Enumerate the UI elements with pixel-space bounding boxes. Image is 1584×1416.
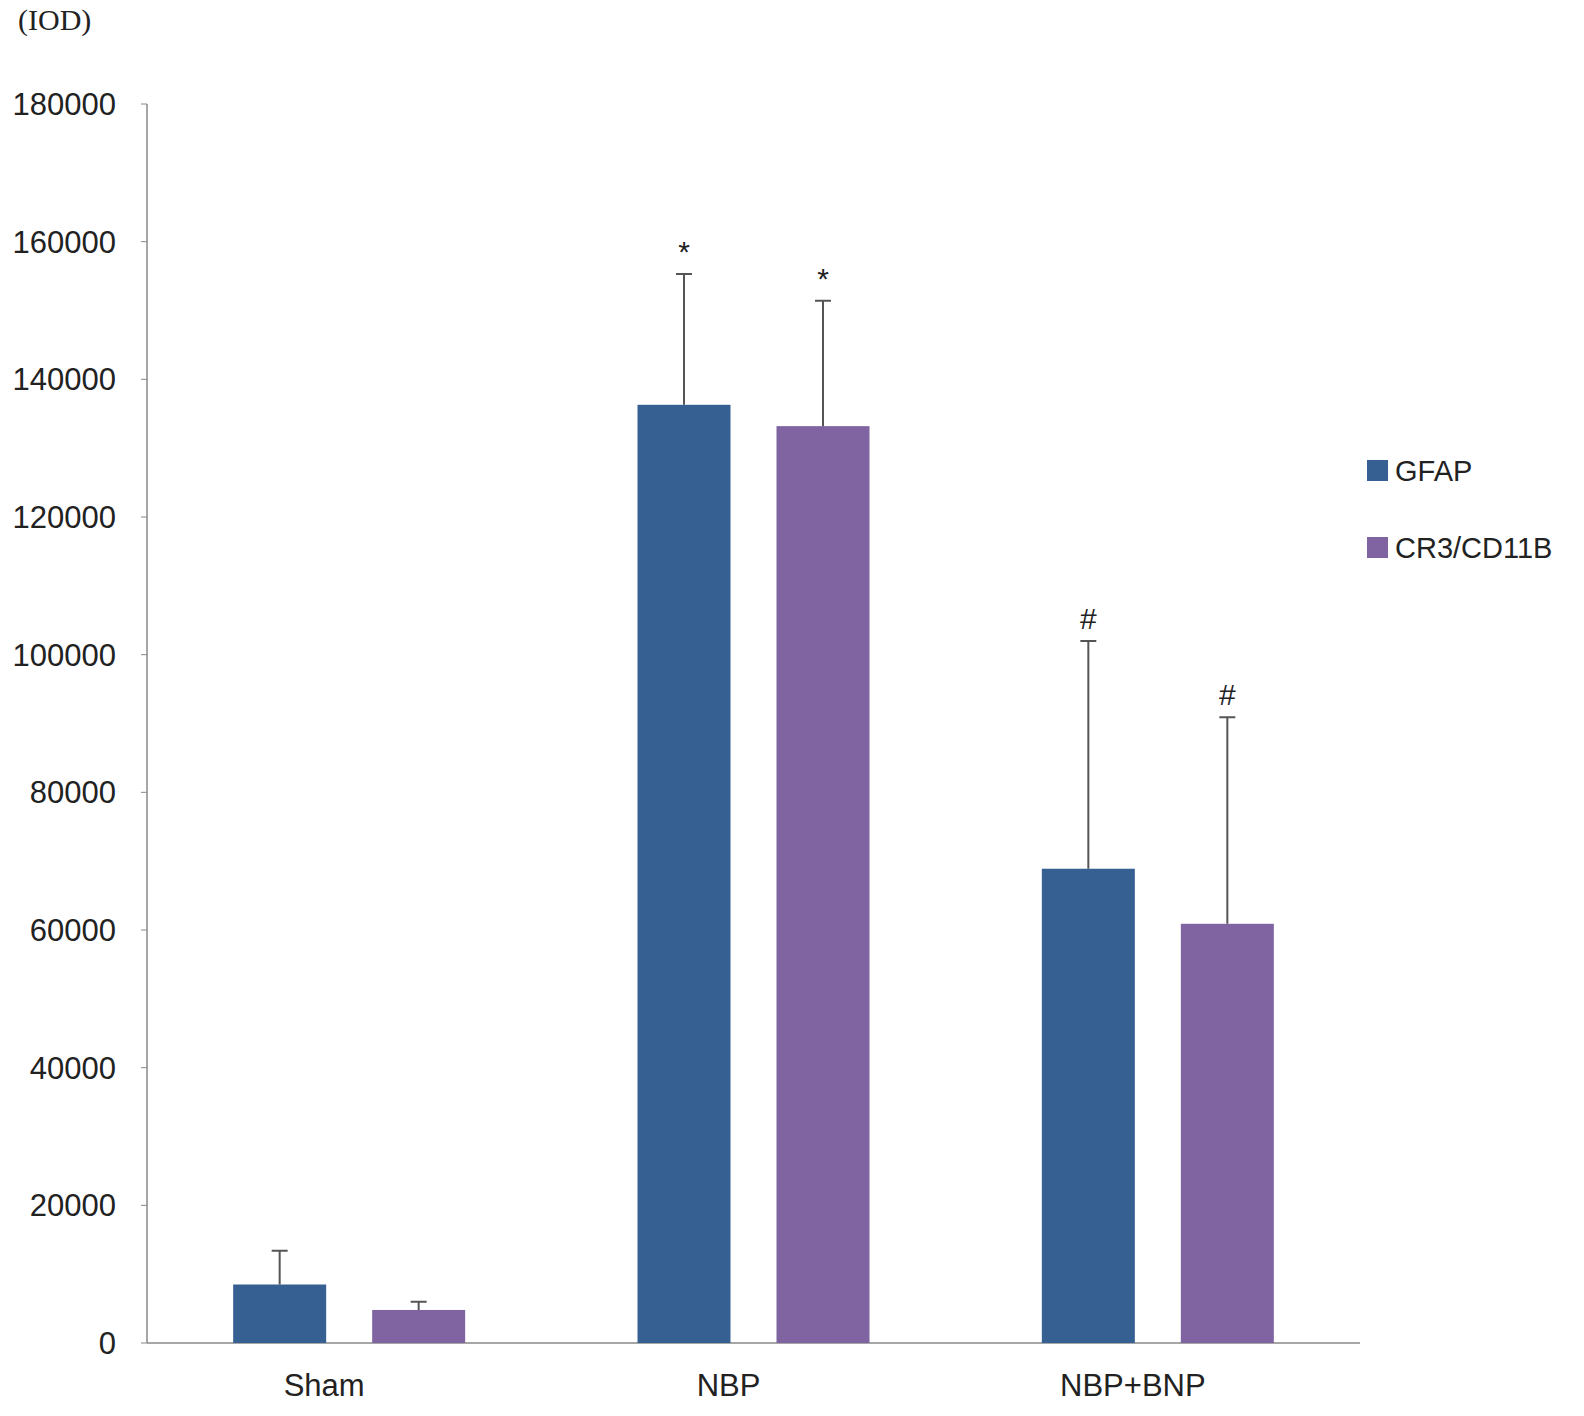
plot-area	[233, 274, 1274, 1343]
y-tick-label: 180000	[13, 87, 116, 122]
y-tick-label: 80000	[30, 775, 116, 810]
significance-marker: #	[1080, 602, 1097, 635]
bar	[233, 1284, 326, 1343]
y-tick	[141, 792, 147, 793]
bar	[777, 426, 870, 1343]
significance-marker: *	[817, 262, 829, 295]
y-tick-label: 120000	[13, 500, 116, 535]
y-tick-label: 160000	[13, 225, 116, 260]
y-axis-line	[146, 104, 148, 1343]
bar	[1042, 869, 1135, 1343]
legend-swatch	[1367, 537, 1388, 558]
y-tick	[141, 1205, 147, 1206]
y-tick	[141, 1067, 147, 1068]
significance-marker: *	[678, 235, 690, 268]
bar	[638, 405, 731, 1343]
bar	[1181, 924, 1274, 1343]
y-tick	[141, 654, 147, 655]
annotations: * * # #	[678, 235, 1236, 711]
y-tick	[141, 1343, 147, 1344]
y-tick-label: 40000	[30, 1051, 116, 1086]
legend: GFAP CR3/CD11B	[1367, 455, 1552, 564]
y-tick	[141, 241, 147, 242]
y-tick	[141, 930, 147, 931]
x-axis-line	[147, 1342, 1360, 1344]
y-tick-label: 20000	[30, 1188, 116, 1223]
y-tick	[141, 517, 147, 518]
y-tick-label: 60000	[30, 913, 116, 948]
y-tick-label: 140000	[13, 362, 116, 397]
y-axis-label: (IOD)	[18, 3, 91, 37]
legend-label: CR3/CD11B	[1395, 532, 1552, 564]
bar	[372, 1310, 465, 1343]
x-tick-label: NBP+BNP	[1060, 1368, 1206, 1403]
error-bar	[411, 1302, 427, 1310]
y-tick	[141, 104, 147, 105]
legend-label: GFAP	[1395, 455, 1472, 487]
error-bar	[1080, 641, 1096, 869]
error-bar	[272, 1251, 288, 1285]
error-bar	[676, 274, 692, 405]
error-bar	[815, 301, 831, 426]
y-tick-label: 100000	[13, 638, 116, 673]
chart: (IOD) 0 20000 40000 60000 80000 100000 120000 14…	[0, 0, 1584, 1416]
y-tick	[141, 379, 147, 380]
y-tick-label: 0	[99, 1326, 116, 1361]
legend-swatch	[1367, 460, 1388, 481]
significance-marker: #	[1219, 678, 1236, 711]
x-tick-label: NBP	[697, 1368, 761, 1403]
error-bar	[1219, 717, 1235, 924]
x-tick-label: Sham	[284, 1368, 365, 1403]
